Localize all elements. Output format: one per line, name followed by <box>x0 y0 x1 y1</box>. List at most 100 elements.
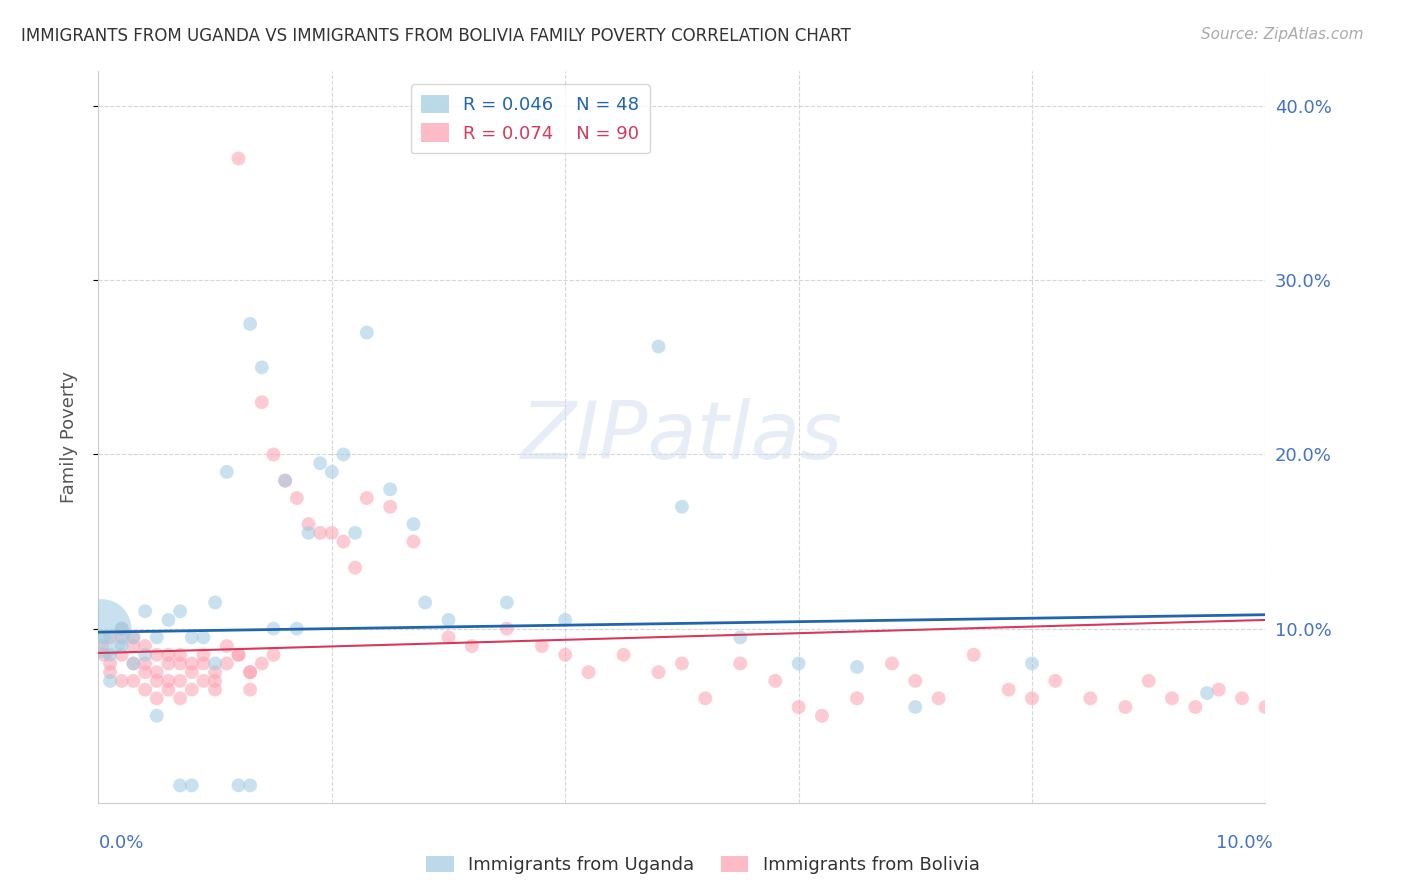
Point <box>332 534 354 549</box>
Point <box>787 657 810 671</box>
Point <box>413 595 436 609</box>
Point <box>285 491 308 505</box>
Point <box>180 665 202 680</box>
Point <box>146 665 169 680</box>
Point <box>146 673 169 688</box>
Point <box>157 648 180 662</box>
Point <box>1208 682 1230 697</box>
Point <box>530 639 553 653</box>
Point <box>437 613 460 627</box>
Point <box>157 613 180 627</box>
Point <box>204 682 226 697</box>
Point <box>250 657 273 671</box>
Point <box>250 360 273 375</box>
Point <box>98 657 121 671</box>
Point <box>122 657 145 671</box>
Point <box>904 700 927 714</box>
Point <box>180 682 202 697</box>
Point <box>274 474 297 488</box>
Point <box>239 665 262 680</box>
Point <box>378 500 402 514</box>
Point <box>93 648 115 662</box>
Point <box>811 708 834 723</box>
Point <box>239 317 262 331</box>
Point <box>297 525 319 540</box>
Point <box>122 673 145 688</box>
Point <box>250 395 273 409</box>
Point <box>146 708 169 723</box>
Point <box>180 778 202 792</box>
Point <box>647 339 669 353</box>
Point <box>122 657 145 671</box>
Point <box>321 525 343 540</box>
Point <box>1184 700 1206 714</box>
Point <box>997 682 1019 697</box>
Point <box>98 648 121 662</box>
Point <box>169 657 191 671</box>
Point <box>228 152 250 166</box>
Point <box>309 456 332 470</box>
Point <box>845 660 868 674</box>
Point <box>134 639 156 653</box>
Point <box>554 613 576 627</box>
Point <box>437 631 460 645</box>
Point <box>904 673 927 688</box>
Legend: R = 0.046    N = 48, R = 0.074    N = 90: R = 0.046 N = 48, R = 0.074 N = 90 <box>411 84 650 153</box>
Point <box>344 560 367 574</box>
Point <box>111 622 134 636</box>
Point <box>461 639 484 653</box>
Point <box>90 639 112 653</box>
Point <box>215 657 238 671</box>
Point <box>262 622 284 636</box>
Point <box>1161 691 1184 706</box>
Point <box>215 639 238 653</box>
Point <box>204 595 226 609</box>
Point <box>647 665 669 680</box>
Point <box>111 648 134 662</box>
Point <box>204 657 226 671</box>
Point <box>1137 673 1160 688</box>
Point <box>193 648 215 662</box>
Point <box>309 525 332 540</box>
Point <box>239 778 262 792</box>
Point <box>111 639 134 653</box>
Point <box>204 673 226 688</box>
Point <box>193 673 215 688</box>
Point <box>134 648 156 662</box>
Point <box>98 665 121 680</box>
Point <box>193 631 215 645</box>
Point <box>285 622 308 636</box>
Point <box>169 673 191 688</box>
Text: Source: ZipAtlas.com: Source: ZipAtlas.com <box>1201 27 1364 42</box>
Point <box>695 691 717 706</box>
Point <box>134 682 156 697</box>
Point <box>1021 657 1043 671</box>
Text: IMMIGRANTS FROM UGANDA VS IMMIGRANTS FROM BOLIVIA FAMILY POVERTY CORRELATION CHA: IMMIGRANTS FROM UGANDA VS IMMIGRANTS FRO… <box>21 27 851 45</box>
Point <box>146 631 169 645</box>
Y-axis label: Family Poverty: Family Poverty <box>59 371 77 503</box>
Point <box>612 648 634 662</box>
Point <box>90 622 112 636</box>
Point <box>180 657 202 671</box>
Point <box>180 631 202 645</box>
Point <box>239 665 262 680</box>
Point <box>1114 700 1136 714</box>
Point <box>332 448 354 462</box>
Point <box>554 648 576 662</box>
Point <box>193 657 215 671</box>
Point <box>1254 700 1277 714</box>
Point <box>1045 673 1067 688</box>
Point <box>495 622 517 636</box>
Point <box>169 604 191 618</box>
Point <box>274 474 297 488</box>
Point <box>157 682 180 697</box>
Point <box>134 665 156 680</box>
Point <box>578 665 600 680</box>
Point <box>262 648 284 662</box>
Point <box>1195 686 1218 700</box>
Point <box>495 595 517 609</box>
Point <box>1230 691 1253 706</box>
Point <box>297 517 319 532</box>
Point <box>98 631 121 645</box>
Point <box>378 483 402 497</box>
